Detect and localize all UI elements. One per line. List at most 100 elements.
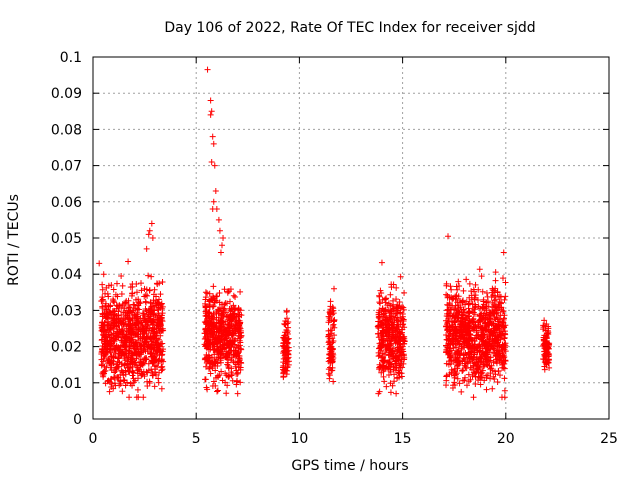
- data-point: [465, 371, 472, 378]
- data-point: [467, 358, 474, 365]
- data-point: [99, 311, 106, 318]
- data-point: [134, 386, 141, 393]
- data-point: [443, 332, 450, 339]
- data-point: [394, 346, 401, 353]
- data-point: [399, 303, 406, 310]
- data-point: [148, 220, 155, 227]
- data-point: [472, 292, 479, 299]
- data-point: [471, 343, 478, 350]
- data-point: [113, 302, 120, 309]
- data-point: [491, 335, 498, 342]
- data-point: [212, 367, 219, 374]
- data-point: [103, 308, 110, 315]
- data-point: [216, 372, 223, 379]
- data-point: [153, 293, 160, 300]
- data-point: [119, 388, 126, 395]
- data-point: [143, 355, 150, 362]
- data-point: [453, 334, 460, 341]
- data-point: [502, 293, 509, 300]
- data-point: [205, 354, 212, 361]
- data-point: [446, 371, 453, 378]
- data-point: [140, 394, 147, 401]
- data-point: [133, 322, 140, 329]
- data-point: [543, 320, 550, 327]
- data-point: [454, 349, 461, 356]
- x-tick-label: 0: [89, 431, 98, 447]
- data-point: [329, 364, 336, 371]
- data-point: [129, 368, 136, 375]
- data-point: [473, 361, 480, 368]
- data-point: [326, 315, 333, 322]
- data-point: [209, 133, 216, 140]
- plot-frame: [92, 56, 610, 420]
- data-point: [470, 394, 477, 401]
- data-point: [102, 290, 109, 297]
- data-point: [387, 368, 394, 375]
- data-point: [500, 323, 507, 330]
- data-point: [495, 355, 502, 362]
- data-point: [126, 343, 133, 350]
- data-point: [158, 314, 165, 321]
- data-point: [475, 357, 482, 364]
- data-point: [225, 332, 232, 339]
- data-point: [392, 367, 399, 374]
- data-point: [127, 380, 134, 387]
- y-tick-label: 0.06: [51, 195, 82, 211]
- data-point: [491, 287, 498, 294]
- data-point: [220, 312, 227, 319]
- data-point: [383, 343, 390, 350]
- data-point: [155, 375, 162, 382]
- data-point: [129, 363, 136, 370]
- data-point: [151, 354, 158, 361]
- data-point: [455, 278, 462, 285]
- data-point: [218, 350, 225, 357]
- data-point: [231, 341, 238, 348]
- data-point: [124, 361, 131, 368]
- data-point: [382, 306, 389, 313]
- data-point: [465, 344, 472, 351]
- data-point: [471, 325, 478, 332]
- data-point: [112, 374, 119, 381]
- data-point: [102, 300, 109, 307]
- data-point: [498, 343, 505, 350]
- data-point: [215, 216, 222, 223]
- data-point: [280, 334, 287, 341]
- data-point: [206, 365, 213, 372]
- data-point: [542, 352, 549, 359]
- data-point: [397, 273, 404, 280]
- data-point: [99, 319, 106, 326]
- data-point: [98, 298, 105, 305]
- data-point: [158, 385, 165, 392]
- data-point: [383, 383, 390, 390]
- data-point: [501, 387, 508, 394]
- data-point: [481, 351, 488, 358]
- data-point: [138, 280, 145, 287]
- data-point: [143, 368, 150, 375]
- data-point: [203, 342, 210, 349]
- data-point: [394, 314, 401, 321]
- data-point: [474, 332, 481, 339]
- data-point: [394, 307, 401, 314]
- data-point: [497, 312, 504, 319]
- data-point: [99, 304, 106, 311]
- data-point: [494, 341, 501, 348]
- data-point: [122, 344, 129, 351]
- data-point: [478, 324, 485, 331]
- data-point: [387, 380, 394, 387]
- data-point: [105, 329, 112, 336]
- data-point: [478, 273, 485, 280]
- data-point: [376, 345, 383, 352]
- data-point: [383, 324, 390, 331]
- data-point: [545, 345, 552, 352]
- data-point: [458, 343, 465, 350]
- data-point: [498, 394, 505, 401]
- data-point: [495, 301, 502, 308]
- data-point: [393, 333, 400, 340]
- data-point: [226, 288, 233, 295]
- data-point: [153, 280, 160, 287]
- data-point: [146, 287, 153, 294]
- data-point: [103, 357, 110, 364]
- data-point: [224, 350, 231, 357]
- data-point: [466, 294, 473, 301]
- data-point: [228, 320, 235, 327]
